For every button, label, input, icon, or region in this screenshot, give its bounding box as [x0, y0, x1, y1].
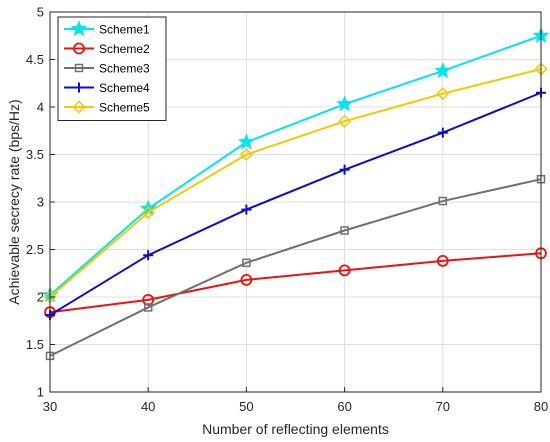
series-line [49, 178, 542, 357]
data-point [142, 293, 155, 306]
legend-item: Scheme4 [64, 81, 150, 95]
series-line [49, 34, 542, 296]
data-point [338, 114, 352, 128]
data-point [338, 264, 351, 277]
data-point [141, 205, 155, 220]
x-axis-ticks: 30 40 50 60 70 80 [43, 387, 548, 414]
legend-marker [74, 63, 84, 73]
data-point [340, 226, 349, 235]
data-point [336, 95, 354, 112]
legend-item: Scheme3 [64, 62, 150, 76]
legend-marker [72, 100, 86, 114]
y-tick-label: 2.5 [26, 242, 44, 257]
legend-label: Scheme2 [99, 42, 150, 56]
legend-item: Scheme1 [64, 20, 150, 37]
x-tick-label: 70 [436, 399, 450, 414]
data-point [436, 87, 450, 101]
y-tick-label: 3 [37, 195, 44, 210]
data-point [437, 127, 448, 138]
x-tick-label: 40 [141, 399, 155, 414]
x-tick-label: 30 [43, 399, 57, 414]
series-line [49, 68, 542, 298]
data-point [438, 196, 448, 206]
series-line [49, 252, 542, 314]
legend-label: Scheme3 [99, 62, 150, 76]
data-point [339, 164, 350, 175]
legend: Scheme1 Scheme2 Scheme3 Scheme4 Scheme5 [57, 16, 167, 121]
series-line [49, 91, 542, 316]
y-tick-label: 3.5 [26, 147, 44, 162]
data-point [143, 250, 154, 261]
x-tick-label: 50 [239, 399, 253, 414]
data-point [436, 254, 449, 267]
legend-item: Scheme5 [64, 100, 150, 115]
legend-item: Scheme2 [64, 42, 150, 56]
y-tick-label: 4 [37, 100, 44, 115]
y-tick-label: 2 [37, 290, 44, 305]
data-point [240, 273, 253, 286]
legend-marker [74, 82, 84, 93]
legend-label: Scheme4 [99, 81, 150, 95]
legend-label: Scheme1 [99, 23, 150, 37]
x-axis-label: Number of reflecting elements [202, 421, 389, 437]
y-tick-label: 4.5 [26, 52, 44, 67]
y-tick-label: 5 [37, 5, 44, 20]
y-tick-label: 1.5 [26, 337, 44, 352]
legend-marker [70, 20, 88, 37]
series-scheme2 [44, 247, 547, 319]
y-tick-label: 1 [37, 385, 44, 400]
y-axis-label: Achievable secrecy rate (bps/Hz) [6, 99, 22, 304]
data-point [434, 62, 452, 79]
data-point [239, 147, 253, 162]
data-point [143, 303, 153, 312]
x-tick-label: 60 [337, 399, 351, 414]
legend-label: Scheme5 [99, 101, 150, 115]
x-tick-label: 80 [534, 399, 548, 414]
legend-marker [73, 42, 85, 55]
series-scheme3 [45, 174, 546, 361]
y-axis-ticks: 1 1.5 2 2.5 3 3.5 4 4.5 5 [26, 5, 55, 400]
data-point [241, 204, 252, 215]
data-point [242, 258, 251, 268]
data-point [237, 133, 255, 150]
series-scheme5 [43, 62, 548, 304]
